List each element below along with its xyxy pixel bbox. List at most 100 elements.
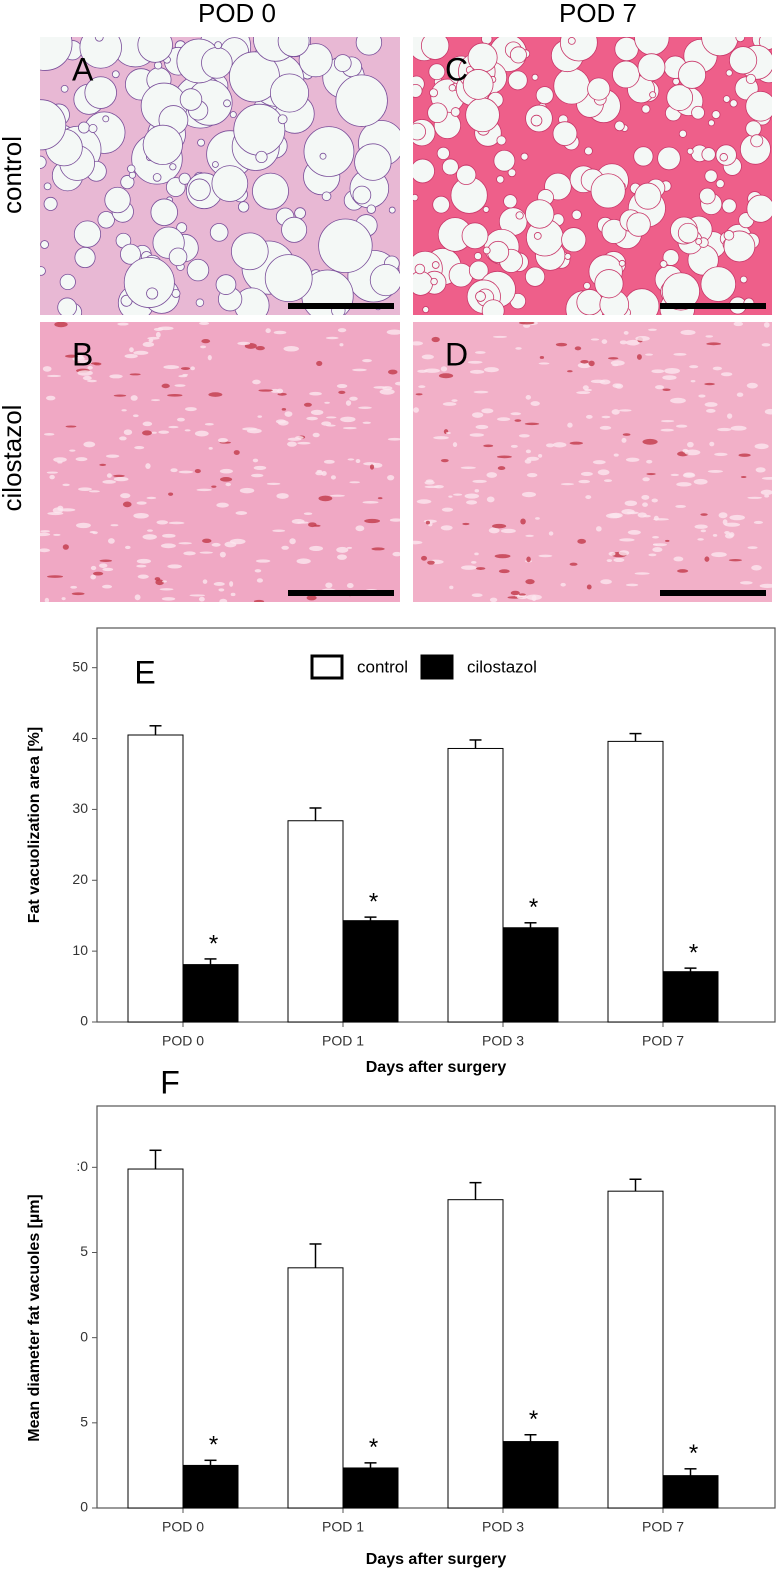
sinusoid xyxy=(218,588,225,592)
sinusoid xyxy=(325,336,339,340)
sinusoid xyxy=(40,548,50,553)
fat-vacuole xyxy=(60,84,69,93)
fat-vacuole xyxy=(186,258,210,282)
sinusoid xyxy=(136,558,152,564)
sinusoid xyxy=(425,479,434,483)
sinusoid xyxy=(526,473,538,478)
sinusoid xyxy=(180,367,191,370)
sinusoid xyxy=(346,546,353,549)
sinusoid xyxy=(325,424,336,427)
fat-vacuole xyxy=(169,163,177,171)
sinusoid xyxy=(693,478,708,485)
sinusoid xyxy=(190,366,195,371)
sinusoid xyxy=(483,444,494,448)
sinusoid xyxy=(580,359,589,364)
sinusoid xyxy=(237,341,251,346)
bar xyxy=(662,1475,719,1509)
sinusoid xyxy=(421,555,428,561)
sinusoid xyxy=(134,445,145,450)
sinusoid xyxy=(43,433,55,436)
sinusoid xyxy=(423,519,437,523)
sinusoid xyxy=(514,419,522,422)
fat-vacuole xyxy=(321,191,332,202)
fat-vacuole xyxy=(686,147,694,155)
sinusoid xyxy=(652,543,667,547)
sinusoid xyxy=(59,508,76,512)
sinusoid xyxy=(325,582,333,589)
sinusoid xyxy=(712,533,718,537)
sinusoid xyxy=(337,554,347,560)
fat-vacuole xyxy=(123,256,175,308)
bar xyxy=(607,740,664,1023)
sinusoid xyxy=(213,582,225,586)
fat-vacuole xyxy=(413,193,419,202)
sinusoid xyxy=(71,592,85,596)
sinusoid xyxy=(590,338,600,341)
sinusoid xyxy=(416,499,432,504)
sinusoid xyxy=(336,546,349,553)
sinusoid xyxy=(75,457,88,462)
fat-vacuole xyxy=(252,172,289,210)
sinusoid xyxy=(747,546,758,550)
fat-vacuole xyxy=(659,260,668,268)
sinusoid xyxy=(520,518,526,525)
sinusoid xyxy=(651,369,665,374)
sinusoid xyxy=(425,520,431,525)
column-header: POD 0 xyxy=(198,0,276,28)
sinusoid xyxy=(178,542,192,545)
fat-vacuole xyxy=(78,121,90,134)
fat-vacuole xyxy=(723,230,735,241)
fat-vacuole xyxy=(40,155,47,169)
sinusoid xyxy=(159,588,174,591)
sinusoid xyxy=(471,412,484,418)
sinusoid xyxy=(184,407,197,412)
fat-vacuole xyxy=(633,146,654,167)
sinusoid xyxy=(189,594,206,597)
fat-vacuole xyxy=(657,146,681,171)
sinusoid xyxy=(651,498,658,503)
sinusoid xyxy=(682,448,689,453)
sinusoid xyxy=(682,473,696,478)
fat-vacuole xyxy=(211,165,249,202)
sinusoid xyxy=(309,391,322,396)
sinusoid xyxy=(600,579,612,585)
sinusoid xyxy=(469,369,485,374)
fat-vacuole xyxy=(88,124,98,133)
fat-vacuole xyxy=(413,271,434,296)
sinusoid xyxy=(548,531,554,536)
y-tick-label: 5 xyxy=(80,1243,88,1259)
sinusoid xyxy=(524,422,540,426)
sinusoid xyxy=(392,551,400,557)
sinusoid xyxy=(492,523,507,529)
x-axis-label: Days after surgery xyxy=(366,1551,507,1568)
fat-vacuole xyxy=(461,222,489,250)
significance: * xyxy=(209,930,218,957)
sinusoid xyxy=(62,544,69,550)
fat-vacuole xyxy=(482,206,490,213)
fat-vacuole xyxy=(729,99,738,108)
sinusoid xyxy=(296,558,311,564)
sinusoid xyxy=(413,407,419,413)
sinusoid xyxy=(200,345,207,349)
sinusoid xyxy=(217,437,228,443)
fat-vacuole xyxy=(661,272,700,311)
fat-vacuole xyxy=(520,152,529,161)
panel-letter: B xyxy=(72,336,93,372)
fat-vacuole xyxy=(509,46,527,64)
sinusoid xyxy=(489,597,498,602)
sinusoid xyxy=(453,493,463,496)
sinusoid xyxy=(387,437,400,441)
sinusoid xyxy=(697,538,704,541)
sinusoid xyxy=(619,538,635,542)
sinusoid xyxy=(253,599,265,602)
fat-vacuole xyxy=(333,54,352,72)
sinusoid xyxy=(54,322,68,328)
sinusoid xyxy=(471,561,477,564)
sinusoid xyxy=(635,335,650,342)
fat-vacuole xyxy=(352,185,372,205)
sinusoid xyxy=(576,391,591,395)
sinusoid xyxy=(574,346,582,351)
sinusoid xyxy=(471,593,483,597)
fat-vacuole xyxy=(102,115,110,123)
fat-vacuole xyxy=(413,122,427,141)
